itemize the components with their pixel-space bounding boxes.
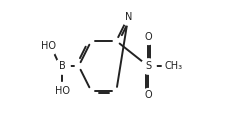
Text: N: N — [124, 12, 131, 22]
Text: O: O — [144, 32, 151, 42]
Text: HO: HO — [41, 41, 56, 51]
Text: CH₃: CH₃ — [163, 61, 181, 71]
Text: S: S — [144, 61, 150, 71]
Text: B: B — [59, 61, 65, 71]
Text: O: O — [144, 90, 151, 100]
Text: HO: HO — [55, 86, 69, 96]
